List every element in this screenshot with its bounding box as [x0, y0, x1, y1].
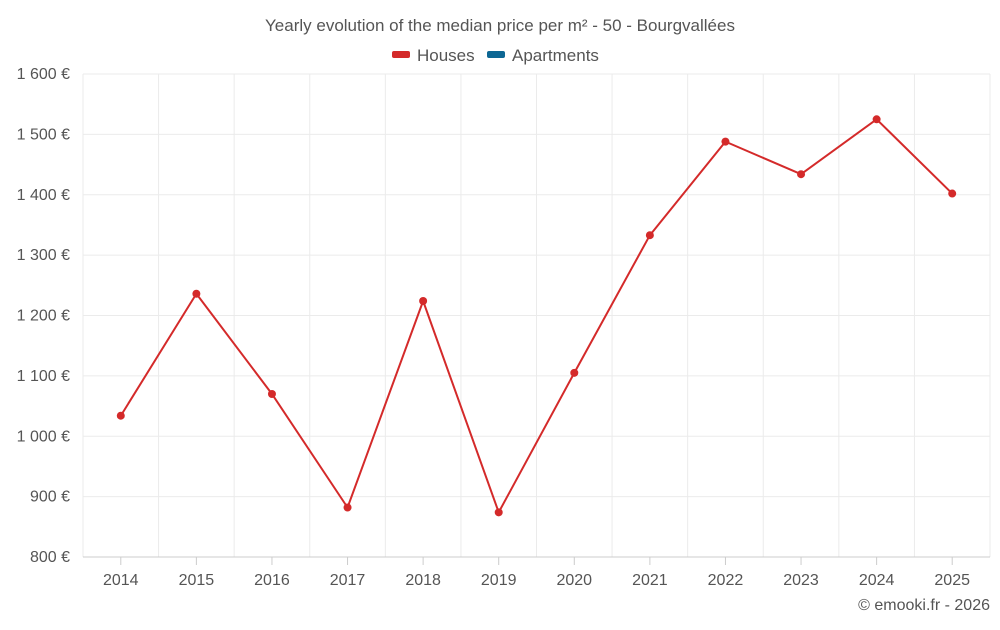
- x-axis: 2014 2015 2016 2017 2018 2019 2020 2021 2022 2023…: [83, 556, 990, 589]
- x-tick-label: 2025: [934, 572, 970, 589]
- data-point[interactable]: [872, 115, 881, 124]
- x-tick-label: 2015: [179, 572, 215, 589]
- y-tick-label: 1 100 €: [17, 368, 70, 385]
- chart-title: Yearly evolution of the median price per…: [265, 16, 735, 35]
- x-tick-label: 2019: [481, 572, 517, 589]
- x-tick-label: 2023: [783, 572, 819, 589]
- legend-item-apartments[interactable]: Apartments: [487, 46, 599, 65]
- data-point[interactable]: [948, 189, 957, 198]
- legend-swatch: [392, 51, 410, 58]
- x-tick-label: 2020: [556, 572, 592, 589]
- y-tick-label: 1 500 €: [17, 126, 70, 143]
- credit-label: © emooki.fr - 2026: [858, 597, 990, 614]
- legend: Houses Apartments: [392, 46, 599, 65]
- x-tick-label: 2021: [632, 572, 668, 589]
- series-line-houses: [119, 118, 953, 514]
- x-tick-label: 2014: [103, 572, 139, 589]
- y-tick-label: 900 €: [30, 489, 70, 506]
- y-tick-label: 1 300 €: [17, 247, 70, 264]
- y-axis: 800 € 900 € 1 000 € 1 100 € 1 200 € 1 300 € 1 …: [17, 66, 70, 566]
- x-tick-label: 2022: [708, 572, 744, 589]
- x-tick-label: 2018: [405, 572, 441, 589]
- data-point[interactable]: [192, 289, 201, 298]
- data-point[interactable]: [721, 137, 730, 146]
- y-tick-label: 1 200 €: [17, 308, 70, 325]
- data-point[interactable]: [570, 368, 579, 377]
- data-point[interactable]: [494, 508, 503, 517]
- data-point[interactable]: [267, 389, 276, 398]
- legend-label: Apartments: [512, 46, 599, 65]
- series-layer: [116, 115, 957, 517]
- data-point[interactable]: [419, 297, 428, 306]
- y-tick-label: 1 400 €: [17, 187, 70, 204]
- legend-item-houses[interactable]: Houses: [392, 46, 475, 65]
- y-tick-label: 1 600 €: [17, 66, 70, 83]
- data-point[interactable]: [645, 231, 654, 240]
- x-tick-label: 2024: [859, 572, 895, 589]
- x-tick-label: 2017: [330, 572, 366, 589]
- data-point[interactable]: [116, 411, 125, 420]
- y-tick-label: 800 €: [30, 549, 70, 566]
- legend-swatch: [487, 51, 505, 58]
- data-point[interactable]: [797, 170, 806, 179]
- legend-label: Houses: [417, 46, 475, 65]
- y-tick-label: 1 000 €: [17, 428, 70, 445]
- grid: [82, 73, 991, 558]
- data-point[interactable]: [343, 503, 352, 512]
- x-tick-label: 2016: [254, 572, 290, 589]
